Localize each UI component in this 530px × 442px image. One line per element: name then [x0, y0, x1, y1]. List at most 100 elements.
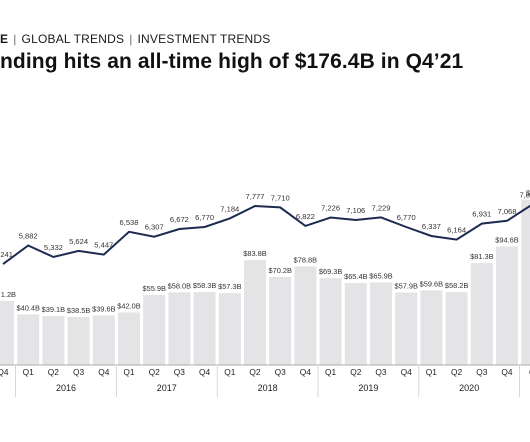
deals-label: 6,307: [145, 223, 164, 232]
deals-label: 7,226: [321, 204, 340, 213]
deals-labels: 241 5,882 5,332 5,624 5,447 6,538 6,307 6,672 6,…: [0, 191, 530, 260]
deals-label: 7,777: [245, 192, 264, 201]
funding-bar-labels: 1.2B$40.4B $39.1B $38.5B $39.6B $42.0B$55.9B…: [1, 189, 530, 315]
funding-bar-label: $55.9B: [142, 284, 165, 293]
x-year-label: 2017: [157, 383, 177, 393]
deals-label: 6,538: [119, 218, 138, 227]
deals-label: 6,672: [170, 215, 189, 224]
funding-bar-label: $40.4B: [16, 303, 39, 312]
x-tick-label: Q1: [123, 367, 135, 377]
funding-bar: [521, 199, 530, 365]
x-tick-label: Q3: [375, 367, 387, 377]
funding-bar: [294, 266, 317, 365]
funding-bar-label: $83.8B: [243, 249, 266, 258]
funding-bars: [0, 199, 530, 365]
funding-bar: [0, 300, 14, 365]
funding-bar: [17, 314, 40, 365]
x-tick-label: Q2: [48, 367, 60, 377]
x-tick-label: Q3: [275, 367, 287, 377]
x-tick-label: Q1: [426, 367, 438, 377]
funding-bar-label: $39.6B: [92, 304, 115, 313]
deals-label: 5,624: [69, 237, 88, 246]
funding-bar-label: $59.6B: [420, 279, 443, 288]
funding-bar: [218, 293, 241, 365]
deals-label: 7,8: [519, 191, 530, 200]
x-tick-label: Q1: [23, 367, 35, 377]
x-tick-label: Q4: [501, 367, 513, 377]
funding-bar: [470, 263, 493, 365]
breadcrumb-item-global-trends[interactable]: GLOBAL TRENDS: [21, 32, 125, 46]
breadcrumb: E | GLOBAL TRENDS | INVESTMENT TRENDS: [0, 32, 271, 48]
x-tick-label: Q2: [451, 367, 463, 377]
deals-label: 6,822: [296, 212, 315, 221]
funding-bar: [193, 292, 216, 365]
x-tick-label: Q1: [224, 367, 236, 377]
x-year-label: 2019: [358, 383, 378, 393]
funding-bar-label: $78.8B: [294, 255, 317, 264]
deals-label: 6,770: [397, 213, 416, 222]
x-tick-label: Q4: [0, 367, 9, 377]
x-tick-label: Q4: [401, 367, 413, 377]
deals-label: 7,068: [497, 207, 516, 216]
funding-bar: [244, 260, 266, 365]
funding-bar: [143, 295, 166, 365]
funding-bar-label: $94.6B: [495, 236, 518, 245]
x-tick-label: Q4: [300, 367, 312, 377]
funding-bar-label: $42.0B: [117, 301, 140, 310]
funding-bar: [445, 292, 468, 365]
funding-bar-label: $57.3B: [218, 282, 241, 291]
deals-label: 5,882: [19, 232, 38, 241]
funding-bar: [420, 290, 443, 365]
funding-bar-label: $81.3B: [470, 252, 493, 261]
x-axis: Q4 Q1 Q2 Q3 Q4 Q1 Q2 Q3 Q4 Q1 Q2 Q3 Q4 Q1 Q2 Q3 Q4 Q1 Q2 Q3…: [0, 364, 530, 397]
x-year-label: 2020: [459, 383, 479, 393]
deals-label: 7,106: [346, 206, 365, 215]
funding-bar-label: $70.2B: [268, 266, 291, 275]
funding-bar: [42, 316, 65, 365]
deals-label: 7,710: [271, 193, 290, 202]
x-tick-label: Q2: [249, 367, 261, 377]
deals-label: 5,332: [44, 243, 63, 252]
deals-line: [2, 204, 530, 265]
breadcrumb-separator: |: [129, 32, 133, 46]
funding-bar-label: $65.9B: [369, 271, 392, 280]
funding-bar: [319, 278, 342, 365]
x-tick-label: Q4: [199, 367, 211, 377]
funding-bar: [92, 315, 115, 365]
funding-bar: [269, 277, 292, 365]
breadcrumb-item-investment-trends[interactable]: INVESTMENT TRENDS: [137, 32, 271, 46]
breadcrumb-item-brand[interactable]: E: [0, 32, 9, 46]
funding-bar: [168, 292, 191, 365]
funding-bar: [395, 292, 418, 365]
funding-bar-label: $65.4B: [344, 272, 367, 281]
funding-bar-label: $38.5B: [67, 306, 90, 315]
funding-bar: [370, 282, 392, 365]
page-title: nding hits an all-time high of $176.4B i…: [0, 50, 464, 73]
x-tick-label: Q: [529, 367, 530, 377]
deals-label: 7,184: [220, 204, 239, 213]
deals-label: 6,931: [472, 210, 491, 219]
funding-bar: [344, 283, 367, 365]
x-tick-label: Q2: [149, 367, 161, 377]
funding-bar-label: $57.9B: [394, 282, 417, 291]
deals-label: 241: [0, 250, 13, 259]
x-tick-label: Q3: [174, 367, 186, 377]
deals-label: 6,164: [447, 226, 466, 235]
deals-label: 6,337: [422, 222, 441, 231]
funding-bar-label: $58.3B: [193, 281, 216, 290]
breadcrumb-separator: |: [13, 32, 17, 46]
funding-bar-label: $39.1B: [42, 305, 65, 314]
deals-label: 7,229: [371, 203, 390, 212]
x-tick-label: Q1: [325, 367, 337, 377]
x-tick-label: Q3: [476, 367, 488, 377]
deals-label: 5,447: [94, 241, 113, 250]
x-year-label: 2018: [258, 383, 278, 393]
funding-bar-label: 1.2B: [1, 290, 16, 299]
x-tick-label: Q3: [73, 367, 85, 377]
x-year-label: 2016: [56, 383, 76, 393]
funding-bar-label: $69.3B: [319, 267, 342, 276]
funding-bar-label: $58.2B: [445, 281, 468, 290]
x-tick-label: Q4: [98, 367, 110, 377]
funding-bar: [118, 312, 140, 365]
